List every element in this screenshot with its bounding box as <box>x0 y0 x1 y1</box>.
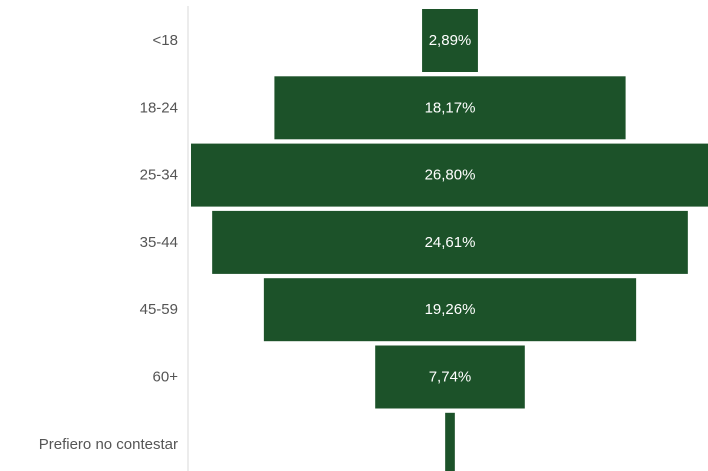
category-label-prefiero-no-contestar: Prefiero no contestar <box>39 436 178 453</box>
bars <box>191 9 708 471</box>
category-label-18-24: 18-24 <box>140 99 178 116</box>
value-label-18: 2,89% <box>429 32 472 49</box>
bar-18-24 <box>274 76 626 140</box>
category-label-18: <18 <box>153 32 178 49</box>
value-labels: 2,89% 18,17% 26,80% 24,61% 19,26% 7,74% <box>425 32 476 386</box>
category-label-45-59: 45-59 <box>140 301 178 318</box>
category-label-25-34: 25-34 <box>140 167 178 184</box>
bar-35-44 <box>212 210 688 274</box>
bar-60 <box>375 345 525 409</box>
value-label-25-34: 26,80% <box>425 167 476 184</box>
value-label-18-24: 18,17% <box>425 99 476 116</box>
bar-prefiero-no-contestar <box>445 412 455 471</box>
value-label-60: 7,74% <box>429 369 472 386</box>
category-label-60: 60+ <box>153 369 179 386</box>
bar-18 <box>422 9 478 72</box>
value-label-45-59: 19,26% <box>425 301 476 318</box>
category-labels: <18 18-24 25-34 35-44 45-59 60+ Prefiero no co… <box>39 32 178 453</box>
value-label-35-44: 24,61% <box>425 234 476 251</box>
bar-45-59 <box>263 278 637 342</box>
category-label-35-44: 35-44 <box>140 234 178 251</box>
bar-25-34 <box>191 143 708 207</box>
